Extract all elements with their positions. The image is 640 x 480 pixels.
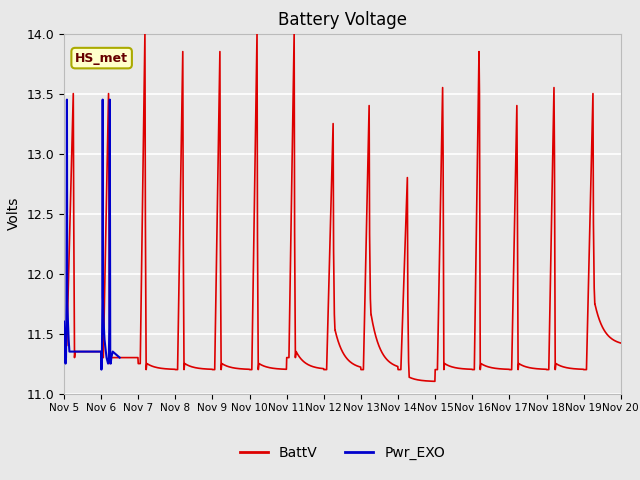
Y-axis label: Volts: Volts <box>7 197 21 230</box>
Title: Battery Voltage: Battery Voltage <box>278 11 407 29</box>
Text: HS_met: HS_met <box>75 51 128 65</box>
Legend: BattV, Pwr_EXO: BattV, Pwr_EXO <box>234 441 451 466</box>
